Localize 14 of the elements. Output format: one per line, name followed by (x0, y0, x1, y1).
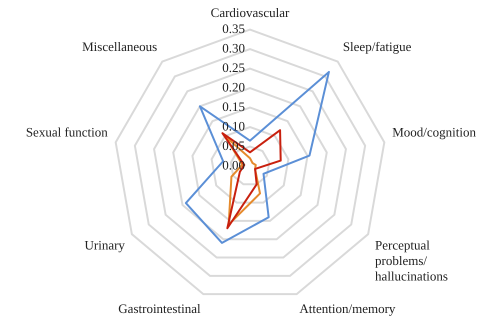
spoke-label: Sleep/fatigue (342, 39, 412, 54)
spoke-label: Gastrointestinal (118, 300, 201, 316)
y-tick-label: 0.35 (222, 21, 245, 36)
spoke-label: Sexual function (26, 124, 108, 140)
spoke-label: Cardiovascular (210, 5, 290, 20)
spoke-label: Urinary (84, 237, 126, 252)
y-tick-label: 0.15 (222, 98, 245, 114)
spoke-label: Perceptual problems/ hallucinations (375, 237, 448, 284)
y-tick-label: 0.20 (222, 79, 245, 94)
spoke-label: Mood/cognition (392, 124, 476, 140)
y-tick-label: 0.30 (222, 40, 245, 56)
spoke-label: Attention/memory (299, 300, 396, 316)
spoke-label: Miscellaneous (82, 39, 158, 54)
y-tick-label: 0.25 (222, 60, 245, 75)
